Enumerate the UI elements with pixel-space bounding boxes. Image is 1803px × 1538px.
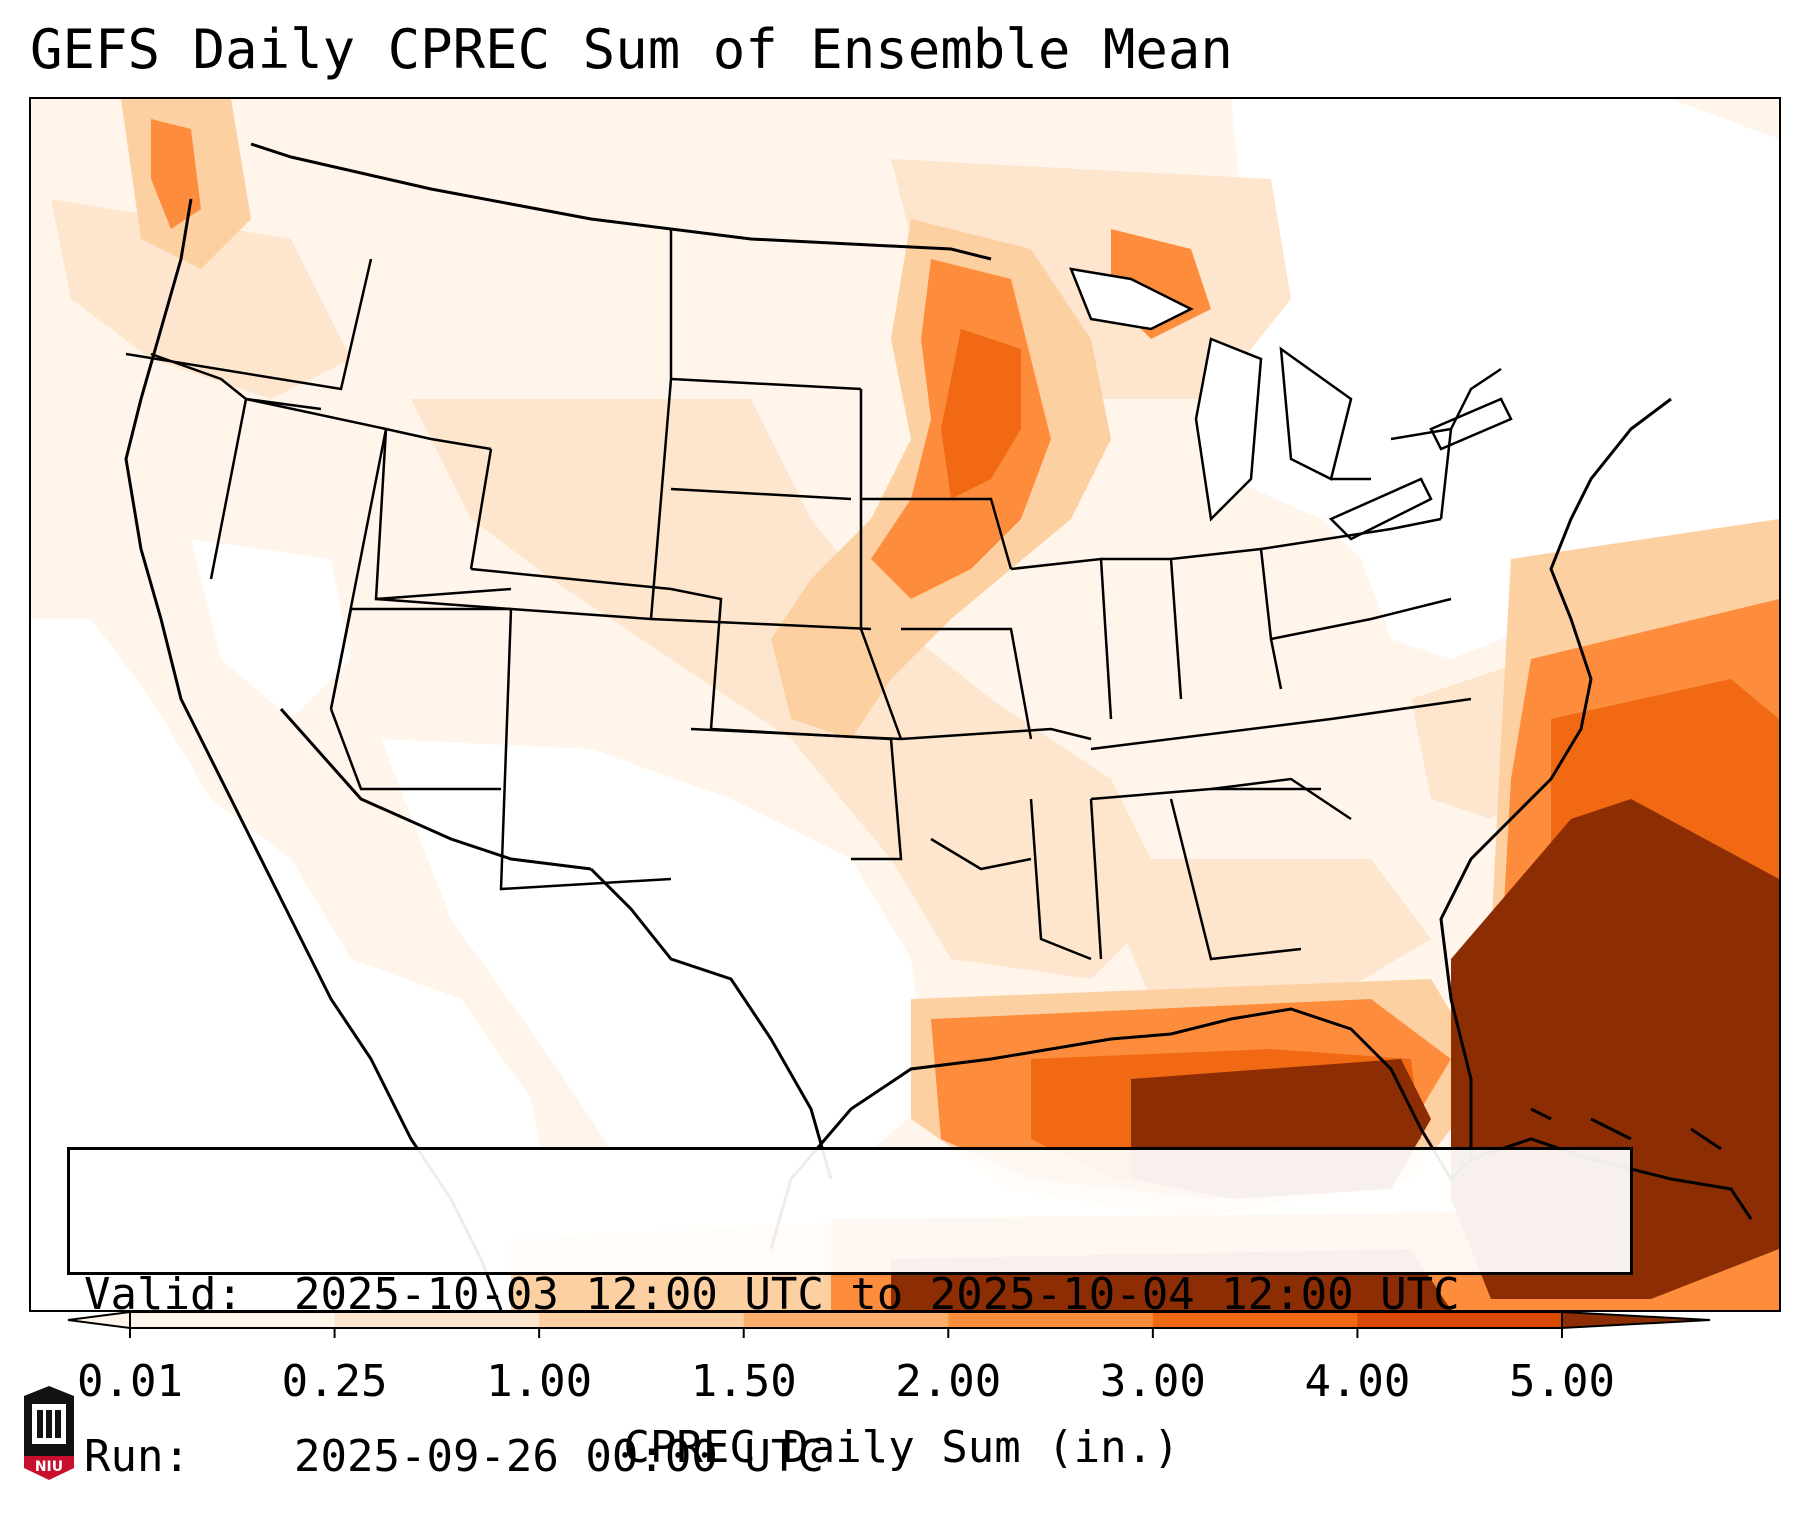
run-value: 2025-09-26 00:00 UTC — [294, 1431, 824, 1482]
colorbar-segment — [539, 1312, 745, 1328]
colorbar-segment — [1357, 1312, 1563, 1328]
colorbar-tick-label: 0.25 — [281, 1356, 388, 1407]
colorbar-segment — [1152, 1312, 1358, 1328]
colorbar-tick-label: 2.00 — [895, 1356, 1002, 1407]
us-canada-border — [250, 142, 992, 261]
colorbar-extend-high — [1561, 1310, 1711, 1330]
colorbar-tick-label: 5.00 — [1509, 1356, 1615, 1407]
precipitation-map — [29, 97, 1781, 1312]
map-canvas — [31, 99, 1779, 1310]
valid-run-info-box: Valid: 2025-10-03 12:00 UTC to 2025-10-04… — [67, 1147, 1633, 1482]
colorbar — [60, 1310, 1760, 1350]
colorbar-segment — [334, 1312, 540, 1328]
colorbar-tick-label: 1.50 — [690, 1356, 797, 1407]
run-label: Run: — [84, 1431, 190, 1482]
colorbar-outline — [129, 1311, 1563, 1329]
colorbar-label: CPREC Daily Sum (in.) — [623, 1422, 1180, 1473]
mexico-border — [589, 867, 833, 1180]
colorbar-extend-low — [67, 1310, 131, 1330]
colorbar-tick-label: 4.00 — [1304, 1356, 1411, 1407]
colorbar-segment — [948, 1312, 1154, 1328]
state-borders — [125, 229, 1502, 961]
colorbar-segment — [743, 1312, 949, 1328]
colorbar-tick-label: 0.01 — [77, 1356, 183, 1407]
colorbar-segment — [130, 1312, 336, 1328]
logo-text: NIU — [35, 1459, 63, 1475]
colorbar-tick-label: 1.00 — [486, 1356, 593, 1407]
map-title: GEFS Daily CPREC Sum of Ensemble Mean — [30, 18, 1233, 81]
colorbar-tick-label: 3.00 — [1099, 1356, 1206, 1407]
run-row: Run: 2025-09-26 00:00 UTC — [84, 1430, 1616, 1484]
colorbar-svg — [67, 1310, 1711, 1338]
niu-logo: NIU — [24, 1386, 74, 1480]
